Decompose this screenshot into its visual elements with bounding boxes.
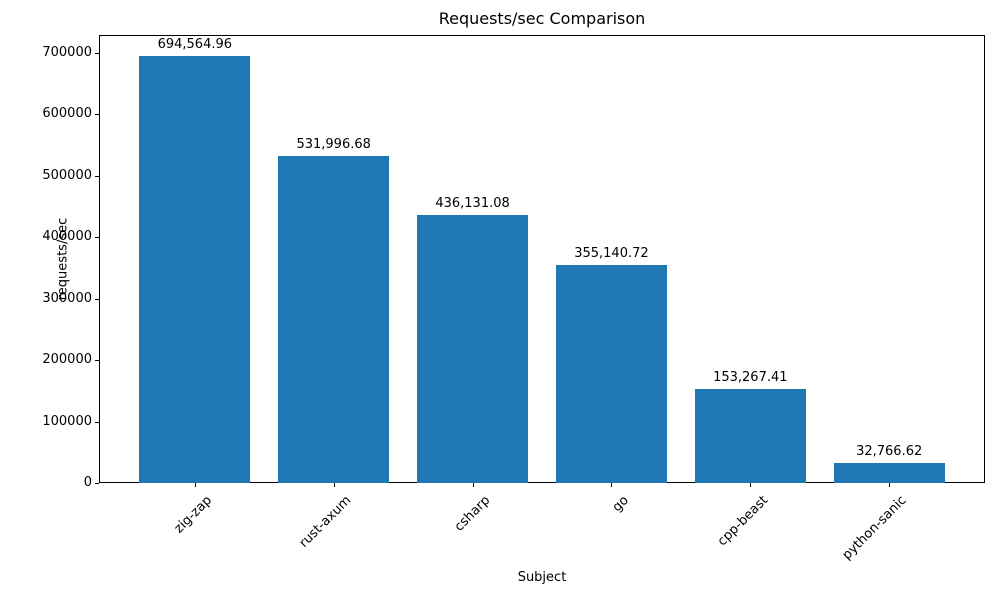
y-tick-label: 0 [83,475,92,490]
y-tick-label: 200000 [42,352,92,368]
x-tick-label: csharp [451,493,494,535]
x-tick [472,483,474,487]
y-tick-label: 300000 [42,290,92,306]
y-tick [95,483,99,484]
y-tick [95,114,99,116]
x-tick [889,483,891,487]
y-tick-label: 100000 [42,413,92,429]
y-tick-label: 700000 [42,44,92,60]
x-tick [333,483,335,487]
bar [694,388,806,483]
bar [417,215,529,483]
x-tick-label: zig-zap [171,493,216,537]
x-tick-label: python-sanic [839,493,910,563]
y-tick [95,360,99,362]
x-tick-label: cpp-beast [714,493,771,550]
bar-value-label: 436,131.08 [435,196,510,212]
y-tick-label: 600000 [42,106,92,122]
bar-value-label: 153,267.41 [713,369,788,385]
bar [278,156,390,483]
y-tick [95,421,99,423]
y-tick [95,237,99,239]
y-tick [95,175,99,177]
x-tick [611,483,613,487]
y-tick-label: 400000 [42,229,92,245]
bar [833,462,945,483]
y-axis-label: requests/sec [55,217,71,301]
bar-value-label: 531,996.68 [296,137,371,153]
bar [555,264,667,483]
chart-title: Requests/sec Comparison [438,9,646,28]
bar [139,56,251,483]
y-tick-label: 500000 [42,167,92,183]
bar-value-label: 694,564.96 [157,37,233,53]
x-tick [194,483,196,487]
y-tick [95,52,99,54]
x-tick-label: rust-axum [296,493,355,551]
x-axis-label: Subject [517,570,567,585]
y-tick [95,298,99,300]
x-tick [750,483,752,487]
x-tick-label: go [609,493,633,516]
bar-value-label: 32,766.62 [856,443,923,459]
bar-value-label: 355,140.72 [574,245,649,261]
